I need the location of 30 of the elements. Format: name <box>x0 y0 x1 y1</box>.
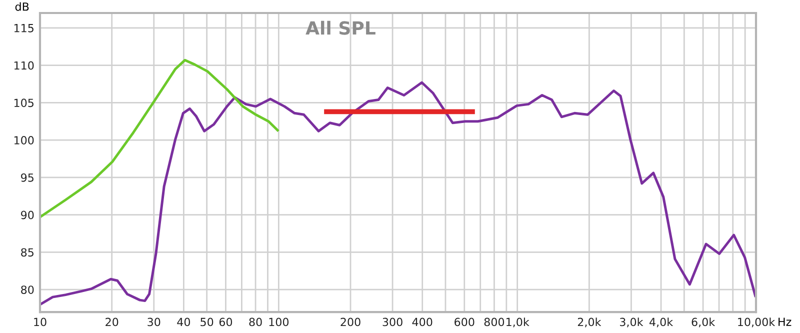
x-tick-label: 40 <box>177 318 190 326</box>
x-tick-label: 800 <box>484 318 504 326</box>
y-tick-label: 100 <box>14 136 34 144</box>
x-tick-label: 10 <box>34 318 46 326</box>
x-tick-label: 400 <box>412 318 432 326</box>
y-axis-title: dB <box>15 2 29 11</box>
x-tick-label: 50 <box>200 318 214 326</box>
x-tick-label: 1,0k <box>506 318 530 328</box>
y-tick-label: 95 <box>21 173 34 182</box>
x-tick-label: 10,00k <box>738 318 776 328</box>
chart-title: All SPL <box>306 20 376 35</box>
y-tick-label: 80 <box>21 286 34 294</box>
x-tick-label: 20 <box>106 318 118 326</box>
y-tick-label: 90 <box>21 210 34 220</box>
x-tick-label: 2,0k <box>578 318 602 328</box>
x-tick-label: 6,0k <box>692 318 716 328</box>
x-tick-label: 3,0k <box>620 318 644 328</box>
x-tick-label: 600 <box>454 318 474 326</box>
x-tick-label: 100 <box>269 318 289 326</box>
y-tick-label: 115 <box>14 24 34 32</box>
x-tick-label: 30 <box>148 318 160 326</box>
x-tick-label: 200 <box>340 318 360 326</box>
x-axis-title: Hz <box>778 318 792 326</box>
x-tick-label: 60 <box>219 318 232 326</box>
x-tick-label: 80 <box>249 318 262 326</box>
y-tick-label: 110 <box>14 61 34 70</box>
y-tick-label: 105 <box>14 98 34 108</box>
x-tick-label: 300 <box>382 318 402 326</box>
x-tick-label: 4,0k <box>650 318 674 328</box>
y-tick-label: 85 <box>21 248 34 257</box>
